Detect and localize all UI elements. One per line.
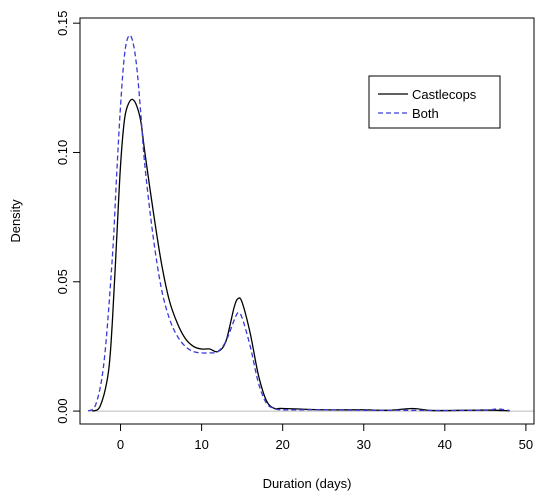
legend-label-both: Both — [412, 106, 439, 121]
x-tick-label: 30 — [357, 437, 371, 452]
legend: Castlecops Both — [368, 75, 501, 129]
legend-label-castlecops: Castlecops — [412, 87, 477, 102]
y-tick-label: 0.00 — [55, 398, 70, 423]
y-axis: 0.00 0.05 0.10 0.15 — [55, 11, 81, 424]
x-axis: 0 10 20 30 40 50 — [117, 423, 533, 452]
legend-box — [368, 75, 501, 129]
y-tick-label: 0.15 — [55, 11, 70, 36]
y-tick-label: 0.05 — [55, 269, 70, 294]
x-axis-title: Duration (days) — [263, 476, 352, 491]
x-tick-label: 10 — [194, 437, 208, 452]
series-line-both — [87, 34, 510, 412]
series-layer — [87, 34, 510, 412]
x-tick-label: 50 — [519, 437, 533, 452]
x-tick-label: 0 — [117, 437, 124, 452]
x-tick-label: 20 — [275, 437, 289, 452]
x-tick-label: 40 — [438, 437, 452, 452]
y-axis-title: Density — [8, 199, 23, 243]
y-tick-label: 0.10 — [55, 140, 70, 165]
